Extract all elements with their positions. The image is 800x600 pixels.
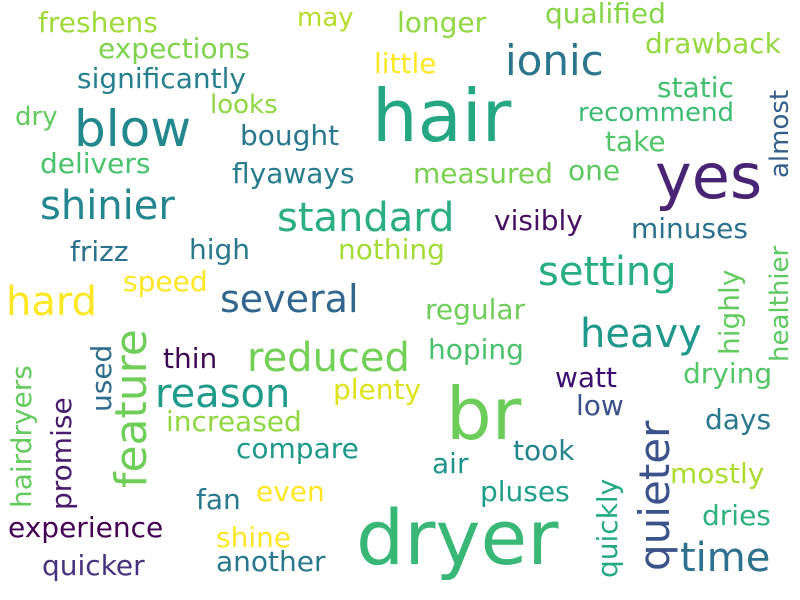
word-shine: shine <box>216 521 292 554</box>
word-another: another <box>216 545 326 578</box>
word-setting: setting <box>538 249 677 295</box>
word-air: air <box>432 447 469 480</box>
word-promise: promise <box>45 397 78 510</box>
word-almost: almost <box>765 89 795 178</box>
word-several: several <box>220 277 359 321</box>
word-blow: blow <box>74 100 192 158</box>
word-frizz: frizz <box>70 235 129 268</box>
word-watt: watt <box>555 361 618 394</box>
word-shinier: shinier <box>40 183 175 229</box>
word-drying: drying <box>683 357 773 390</box>
word-expections: expections <box>98 32 250 65</box>
word-static: static <box>657 71 734 104</box>
word-hoping: hoping <box>428 333 524 366</box>
word-may: may <box>297 3 354 33</box>
word-plenty: plenty <box>333 373 422 406</box>
word-thin: thin <box>163 342 218 375</box>
word-little: little <box>374 47 437 80</box>
word-heavy: heavy <box>580 311 702 357</box>
word-quickly: quickly <box>591 478 624 578</box>
word-highly: highly <box>713 269 746 355</box>
word-one: one <box>568 154 621 187</box>
word-flyaways: flyaways <box>232 157 355 190</box>
word-minuses: minuses <box>631 212 748 245</box>
word-recommend: recommend <box>578 98 734 128</box>
word-reason: reason <box>155 371 291 417</box>
word-hard: hard <box>6 279 97 325</box>
word-experience: experience <box>8 511 164 544</box>
word-freshens: freshens <box>38 6 158 39</box>
word-healthier: healthier <box>765 245 795 362</box>
word-reduced: reduced <box>247 335 410 381</box>
word-days: days <box>705 403 772 436</box>
word-quicker: quicker <box>42 549 145 582</box>
word-high: high <box>189 233 251 266</box>
word-low: low <box>576 389 624 422</box>
word-hairdryers: hairdryers <box>5 365 38 508</box>
word-drawback: drawback <box>645 27 781 60</box>
word-pluses: pluses <box>480 475 570 508</box>
word-looks: looks <box>210 90 278 120</box>
word-bought: bought <box>240 119 340 152</box>
word-qualified: qualified <box>545 0 666 30</box>
word-yes: yes <box>655 140 763 213</box>
word-dryer: dryer <box>356 493 559 582</box>
word-longer: longer <box>397 6 487 39</box>
word-took: took <box>513 434 575 467</box>
word-visibly: visibly <box>494 204 583 237</box>
word-br: br <box>446 372 522 456</box>
word-even: even <box>256 475 325 508</box>
word-hair: hair <box>372 74 512 158</box>
word-ionic: ionic <box>505 36 604 85</box>
word-measured: measured <box>413 157 553 190</box>
word-used: used <box>85 344 118 412</box>
word-mostly: mostly <box>670 457 765 490</box>
word-delivers: delivers <box>40 147 151 180</box>
word-speed: speed <box>123 265 208 298</box>
word-time: time <box>680 535 771 581</box>
word-take: take <box>605 125 666 158</box>
word-dry: dry <box>15 102 58 132</box>
word-fan: fan <box>196 483 241 516</box>
word-quieter: quieter <box>630 420 679 571</box>
word-regular: regular <box>425 293 526 326</box>
word-increased: increased <box>166 405 302 438</box>
word-standard: standard <box>277 195 455 241</box>
word-dries: dries <box>702 499 771 532</box>
word-nothing: nothing <box>338 233 445 266</box>
word-compare: compare <box>236 432 359 465</box>
word-significantly: significantly <box>77 62 246 95</box>
